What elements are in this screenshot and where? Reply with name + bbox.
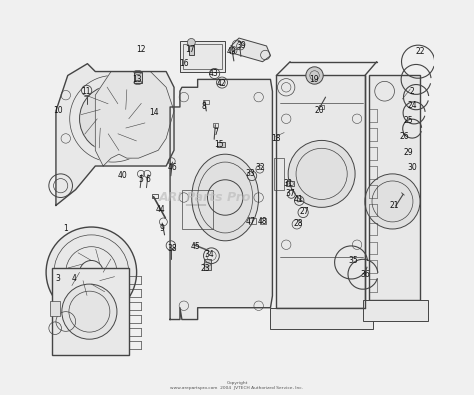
Polygon shape xyxy=(170,79,273,320)
Text: 5: 5 xyxy=(138,175,143,184)
Text: 27: 27 xyxy=(299,207,309,216)
Bar xyxy=(182,44,222,69)
Text: 28: 28 xyxy=(293,218,303,228)
Text: 20: 20 xyxy=(315,106,325,115)
Text: 40: 40 xyxy=(118,171,128,181)
Text: 47: 47 xyxy=(246,216,255,226)
Text: 23: 23 xyxy=(201,264,210,273)
Text: 14: 14 xyxy=(149,108,159,117)
Text: 16: 16 xyxy=(179,59,189,68)
Text: 8: 8 xyxy=(201,102,206,111)
Text: ARI Parts Pro: ARI Parts Pro xyxy=(159,191,252,204)
Text: 43: 43 xyxy=(209,69,218,78)
Polygon shape xyxy=(95,71,174,166)
Bar xyxy=(134,72,142,83)
Text: 17: 17 xyxy=(185,45,195,55)
Bar xyxy=(50,301,60,316)
Bar xyxy=(180,41,225,71)
Text: 11: 11 xyxy=(81,87,90,96)
Bar xyxy=(286,181,294,186)
Bar xyxy=(363,300,428,322)
Text: 34: 34 xyxy=(205,250,214,259)
Circle shape xyxy=(187,38,195,46)
Bar xyxy=(52,268,129,355)
Text: 3: 3 xyxy=(55,274,60,283)
Text: 22: 22 xyxy=(415,47,425,56)
Bar xyxy=(319,105,324,109)
Text: 32: 32 xyxy=(256,164,265,173)
Circle shape xyxy=(62,284,117,339)
Circle shape xyxy=(365,174,420,229)
Bar xyxy=(276,75,365,308)
Circle shape xyxy=(46,227,137,318)
Text: 37: 37 xyxy=(285,189,295,198)
Bar xyxy=(369,75,420,300)
Text: 18: 18 xyxy=(272,134,281,143)
Text: 15: 15 xyxy=(214,140,224,149)
Bar xyxy=(182,190,213,229)
Circle shape xyxy=(80,85,146,152)
Text: 12: 12 xyxy=(136,45,146,55)
Text: 42: 42 xyxy=(217,79,226,88)
Text: 30: 30 xyxy=(407,164,417,173)
Bar xyxy=(249,218,256,224)
Text: 25: 25 xyxy=(403,116,413,125)
Text: 21: 21 xyxy=(390,201,399,210)
Text: 44: 44 xyxy=(155,205,165,214)
Bar xyxy=(274,158,284,190)
Text: 41: 41 xyxy=(293,195,303,204)
Text: 39: 39 xyxy=(236,41,246,51)
Text: 24: 24 xyxy=(407,100,417,109)
Text: 38: 38 xyxy=(167,244,177,253)
Text: 7: 7 xyxy=(213,128,218,137)
Text: 31: 31 xyxy=(283,179,293,188)
Text: 6: 6 xyxy=(146,175,151,184)
Text: 45: 45 xyxy=(191,242,201,251)
Text: 49: 49 xyxy=(226,47,236,56)
Bar xyxy=(152,194,158,198)
Bar xyxy=(203,258,210,270)
Bar xyxy=(213,123,218,127)
Text: 26: 26 xyxy=(400,132,409,141)
Text: 10: 10 xyxy=(53,106,63,115)
Bar xyxy=(271,308,373,329)
Text: 46: 46 xyxy=(167,164,177,173)
Text: 4: 4 xyxy=(71,274,76,283)
Polygon shape xyxy=(56,64,174,205)
Ellipse shape xyxy=(192,154,259,241)
Text: 19: 19 xyxy=(309,75,319,84)
Bar xyxy=(260,218,266,224)
Text: 36: 36 xyxy=(360,270,370,279)
Bar xyxy=(189,42,194,55)
Text: 2: 2 xyxy=(410,87,415,96)
Text: 48: 48 xyxy=(258,216,267,226)
Bar xyxy=(217,141,225,147)
Text: 1: 1 xyxy=(64,224,68,233)
Text: 29: 29 xyxy=(403,148,413,157)
Text: 33: 33 xyxy=(246,169,255,179)
Text: Copyright
www.arepartspro.com  2004  JVTECH Authorized Service, Inc.: Copyright www.arepartspro.com 2004 JVTEC… xyxy=(171,381,303,389)
Text: 13: 13 xyxy=(132,75,141,84)
Circle shape xyxy=(288,141,355,207)
Polygon shape xyxy=(231,38,271,62)
Circle shape xyxy=(306,67,323,84)
Text: 35: 35 xyxy=(348,256,358,265)
Text: 9: 9 xyxy=(160,224,164,233)
Bar xyxy=(203,100,209,104)
